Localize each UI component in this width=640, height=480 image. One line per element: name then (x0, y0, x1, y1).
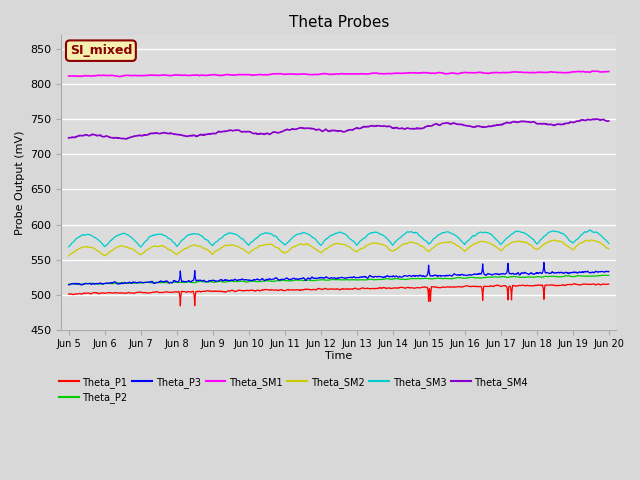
X-axis label: Time: Time (325, 351, 353, 361)
Legend: Theta_P1, Theta_P2, Theta_P3, Theta_SM1, Theta_SM2, Theta_SM3, Theta_SM4: Theta_P1, Theta_P2, Theta_P3, Theta_SM1,… (55, 373, 532, 407)
Text: SI_mixed: SI_mixed (70, 44, 132, 57)
Title: Theta Probes: Theta Probes (289, 15, 389, 30)
Y-axis label: Probe Output (mV): Probe Output (mV) (15, 130, 25, 235)
